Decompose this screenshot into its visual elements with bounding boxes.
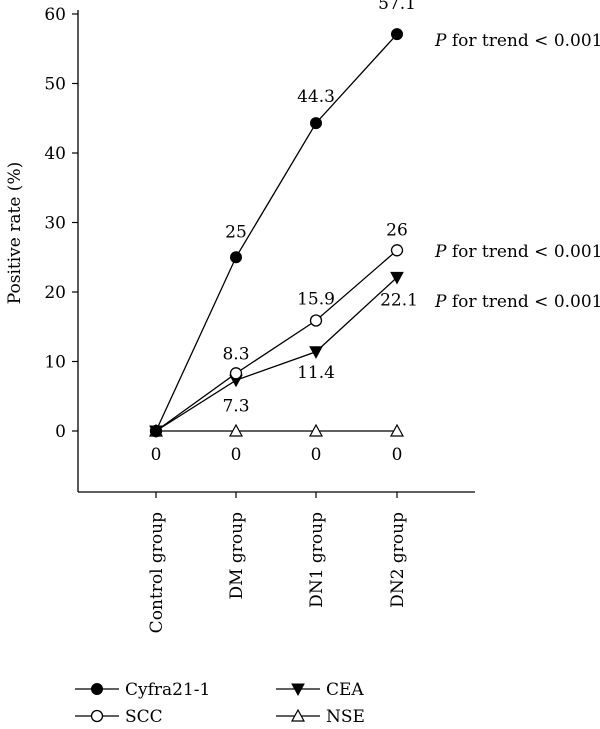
trend-label-scc: P for trend < 0.001 (434, 242, 600, 262)
legend: Cyfra21-1 SCC CEA NSE (75, 680, 365, 727)
legend-label: SCC (125, 707, 163, 727)
point-scc (309, 314, 323, 327)
series-lines (155, 33, 398, 432)
legend-label: CEA (326, 680, 364, 700)
data-label-cea: 11.4 (297, 363, 335, 383)
y-tick-label: 40 (44, 144, 66, 164)
x-tick-label: Control group (147, 512, 167, 633)
y-tick-label: 20 (44, 283, 66, 303)
point-scc (390, 244, 404, 257)
data-label-nse: 0 (231, 445, 242, 465)
y-tick-label: 0 (55, 422, 66, 442)
series-line-cyfra21-1 (155, 33, 398, 432)
point-nse (389, 423, 405, 437)
data-label-scc: 8.3 (222, 344, 249, 364)
x-tick-label: DM group (227, 512, 247, 600)
x-tick-label: DN2 group (388, 512, 408, 608)
y-tick-label: 60 (44, 5, 66, 25)
point-cyfra21-1 (230, 251, 242, 264)
data-labels: 0 0 0 0 7.3 11.4 22.1 8.3 15.9 26 25 44.3 57.1 (151, 0, 418, 465)
legend-item-cyfra21-1: Cyfra21-1 (75, 680, 210, 700)
trend-label-cea: P for trend < 0.001 (434, 292, 600, 312)
data-label-cyfra21-1: 44.3 (297, 87, 335, 107)
y-tick-label: 30 (44, 214, 66, 234)
point-nse (228, 423, 244, 437)
y-tick-labels: 0 10 20 30 40 50 60 (44, 5, 66, 442)
legend-label: NSE (326, 707, 365, 727)
point-scc (229, 367, 243, 380)
point-nse (308, 423, 324, 437)
data-label-cyfra21-1: 57.1 (378, 0, 416, 14)
legend-marker-nse (290, 708, 306, 722)
data-label-cea: 7.3 (222, 396, 249, 416)
point-cyfra21-1 (310, 117, 322, 130)
legend-marker-cyfra21-1 (91, 683, 103, 695)
legend-item-scc: SCC (75, 707, 163, 727)
data-label-nse: 0 (151, 445, 162, 465)
point-cea (390, 271, 404, 285)
series-line-scc (155, 249, 398, 432)
series-markers (148, 28, 405, 439)
trend-annotations: P for trend < 0.001 P for trend < 0.001 P … (434, 31, 600, 312)
legend-marker-scc (90, 709, 104, 723)
data-label-scc: 15.9 (297, 289, 335, 309)
data-label-cea: 22.1 (380, 290, 418, 310)
y-tick-label: 50 (44, 75, 66, 95)
chart-axes (72, 10, 475, 498)
y-tick-label: 10 (44, 353, 66, 373)
x-tick-labels: Control group DM group DN1 group DN2 group (147, 512, 408, 633)
legend-marker-cea (291, 683, 305, 697)
legend-item-nse: NSE (276, 707, 365, 727)
point-cyfra21-1 (391, 28, 403, 41)
series-line-cea (155, 276, 398, 432)
legend-label: Cyfra21-1 (125, 680, 210, 700)
data-label-scc: 26 (386, 220, 408, 240)
data-label-nse: 0 (392, 445, 403, 465)
data-label-nse: 0 (311, 445, 322, 465)
point-cea (309, 346, 323, 359)
data-label-cyfra21-1: 25 (225, 222, 247, 242)
trend-label-cyfra21-1: P for trend < 0.001 (434, 31, 600, 51)
y-axis-label: Positive rate (%) (5, 162, 25, 304)
point-cyfra21-1 (150, 425, 162, 437)
x-tick-label: DN1 group (307, 512, 327, 608)
legend-item-cea: CEA (276, 680, 364, 700)
